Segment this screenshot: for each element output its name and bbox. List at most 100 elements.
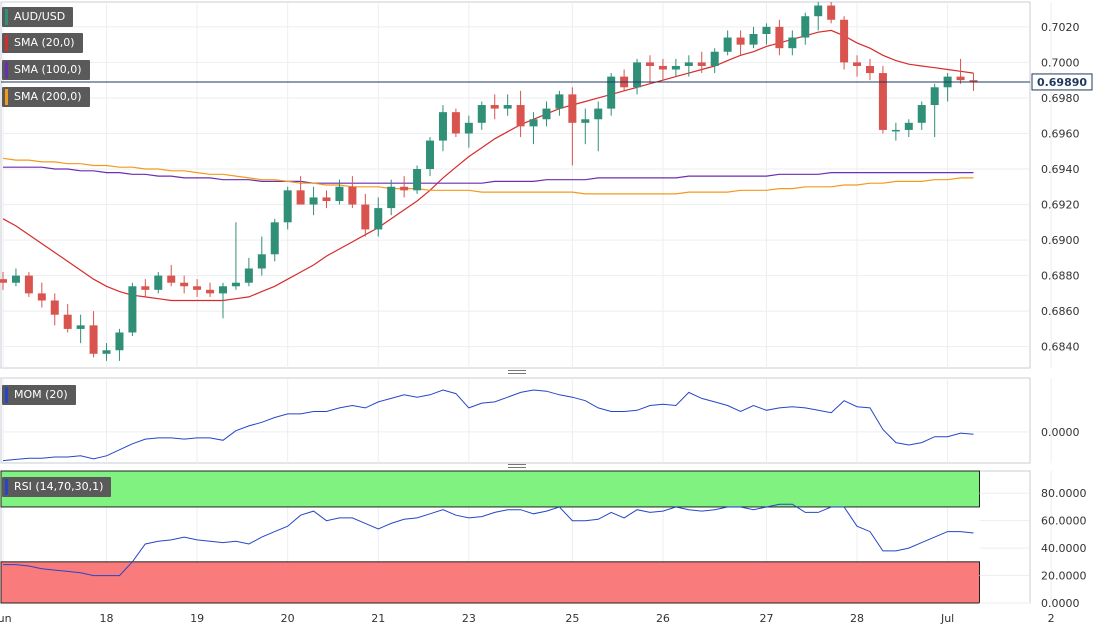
candle	[141, 279, 150, 297]
candle-body	[801, 16, 810, 38]
candle	[542, 101, 551, 127]
rsi-tick-label: 80.0000	[1041, 487, 1087, 500]
candle	[102, 343, 111, 361]
candle-body	[296, 190, 305, 205]
candle-body	[477, 105, 486, 123]
candle-body	[503, 105, 512, 109]
candle-body	[827, 5, 836, 20]
x-tick-label: 28	[850, 612, 864, 625]
symbol-swatch	[5, 9, 8, 25]
candle	[775, 19, 784, 56]
sma100-swatch	[5, 62, 8, 78]
candle-body	[490, 105, 499, 109]
candle	[503, 94, 512, 116]
momentum-line	[2, 389, 974, 462]
candle	[361, 193, 370, 237]
candle	[270, 218, 279, 262]
candle	[0, 272, 7, 290]
x-tick-label: 20	[281, 612, 295, 625]
candle-body	[309, 197, 318, 205]
sma20-tag[interactable]: SMA (20,0)	[2, 33, 83, 53]
candle	[63, 304, 72, 333]
rsi-oversold-zone	[0, 561, 980, 604]
rsi-tick-label: 0.0000	[1041, 597, 1080, 610]
candle-body	[878, 73, 887, 130]
candle	[878, 65, 887, 134]
candle	[723, 30, 732, 56]
symbol-label: AUD/USD	[14, 10, 66, 23]
x-tick-label: 19	[190, 612, 204, 625]
candle-body	[749, 33, 758, 45]
y-tick-label: 0.6960	[1041, 127, 1080, 140]
y-tick-label: 0.6980	[1041, 92, 1080, 105]
x-tick-label: Jul	[940, 612, 954, 625]
candle	[736, 30, 745, 56]
candle	[594, 101, 603, 152]
candle-body	[607, 76, 616, 109]
candle	[296, 176, 305, 205]
symbol-tag[interactable]: AUD/USD	[2, 7, 74, 27]
candle	[917, 101, 926, 130]
candle	[115, 328, 124, 361]
x-tick-label: 23	[462, 612, 476, 625]
candle-body	[322, 197, 331, 201]
candle-body	[0, 279, 7, 283]
candle-body	[969, 80, 978, 82]
candle-body	[891, 129, 900, 132]
rsi-overbought-zone	[0, 470, 980, 508]
y-tick-label: 0.6860	[1041, 305, 1080, 318]
sma200-label: SMA (200,0)	[14, 90, 82, 103]
candle-body	[270, 222, 279, 255]
candle	[801, 12, 810, 45]
candle	[400, 176, 409, 198]
candle-body	[736, 37, 745, 45]
sma200-tag[interactable]: SMA (200,0)	[2, 87, 90, 107]
candle	[464, 115, 473, 148]
candle-body	[128, 286, 137, 333]
y-tick-label: 0.7000	[1041, 56, 1080, 69]
x-tick-label: 2	[1048, 612, 1055, 625]
candle	[568, 87, 577, 166]
candle-body	[218, 286, 227, 294]
candle	[438, 105, 447, 152]
candle	[607, 73, 616, 116]
candle-body	[11, 275, 20, 283]
candle	[387, 179, 396, 216]
last-price-label: 0.69890	[1037, 76, 1087, 89]
y-tick-label: 0.6840	[1041, 341, 1080, 354]
candle	[788, 30, 797, 56]
candle-body	[853, 62, 862, 66]
candle-body	[180, 282, 189, 287]
candle-body	[788, 37, 797, 49]
candle-body	[594, 108, 603, 120]
candle-body	[840, 19, 849, 63]
candle-body	[904, 122, 913, 130]
candle-body	[89, 325, 98, 354]
candle-body	[917, 105, 926, 123]
candle-body	[102, 350, 111, 354]
candle-body	[671, 65, 680, 70]
candle-body	[167, 275, 176, 283]
sma100-label: SMA (100,0)	[14, 63, 82, 76]
candle	[814, 2, 823, 31]
candle-body	[257, 254, 266, 269]
candle	[193, 279, 202, 297]
candle	[180, 275, 189, 294]
candle-body	[814, 5, 823, 17]
x-tick-label: 21	[371, 612, 385, 625]
candle-body	[555, 94, 564, 109]
sma100-tag[interactable]: SMA (100,0)	[2, 60, 90, 80]
candle-body	[646, 62, 654, 66]
momentum-tag[interactable]: MOM (20)	[2, 385, 76, 405]
candle-body	[956, 76, 965, 81]
candle	[477, 101, 486, 130]
candle-body	[451, 112, 460, 134]
y-tick-label: 0.6940	[1041, 163, 1080, 176]
candle	[633, 58, 642, 95]
rsi-tag[interactable]: RSI (14,70,30,1)	[2, 477, 112, 497]
rsi-tick-label: 60.0000	[1041, 515, 1087, 528]
x-tick-label: 25	[565, 612, 579, 625]
candle	[658, 58, 667, 81]
